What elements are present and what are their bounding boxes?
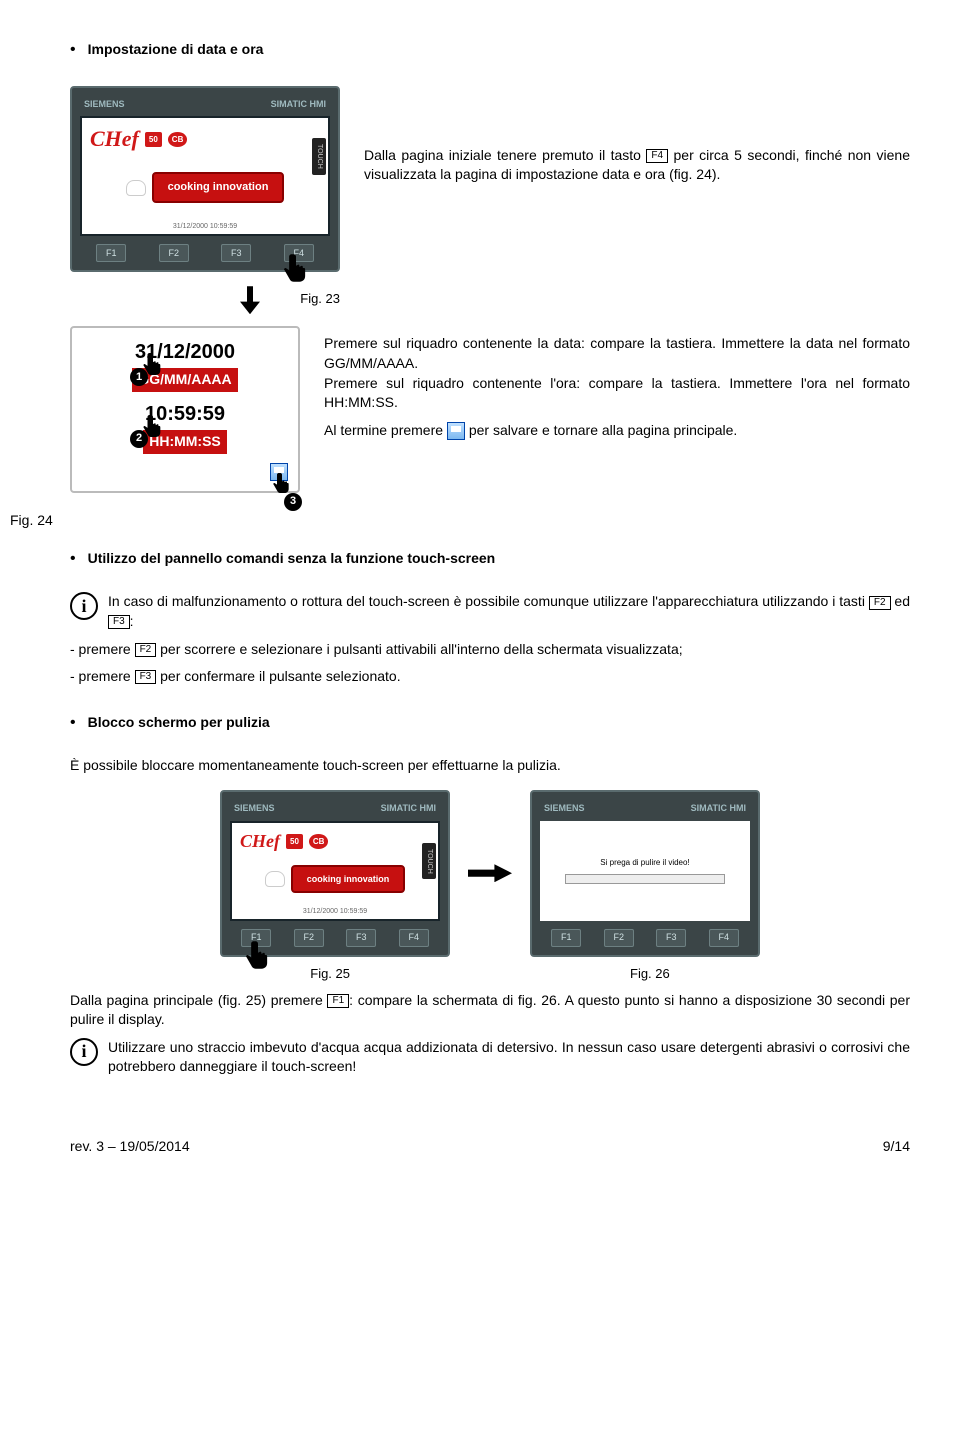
- footer-rev: rev. 3 – 19/05/2014: [70, 1137, 190, 1157]
- info-para-2: i Utilizzare uno straccio imbevuto d'acq…: [70, 1038, 910, 1077]
- chef-logo: CHef: [90, 124, 139, 155]
- fkey-f3[interactable]: F3: [656, 929, 686, 947]
- date-box[interactable]: 31/12/2000 GG/MM/AAAA 1: [82, 338, 288, 392]
- para-1a: Dalla pagina iniziale tenere premuto il …: [364, 147, 646, 163]
- para-4mid: ed: [891, 593, 910, 609]
- fkey-f4[interactable]: F4: [709, 929, 739, 947]
- info-para-1: i In caso di malfunzionamento o rottura …: [70, 592, 910, 631]
- para-5b: per scorrere e selezionare i pulsanti at…: [156, 641, 682, 657]
- para-1: Dalla pagina iniziale tenere premuto il …: [364, 86, 910, 185]
- para-6a: - premere: [70, 668, 135, 684]
- badge-50: 50: [145, 132, 162, 147]
- para-5a: - premere: [70, 641, 135, 657]
- f4-keycap: F4: [646, 149, 668, 163]
- simatic-label: SIMATIC HMI: [271, 98, 326, 111]
- time-value: 10:59:59: [82, 400, 288, 428]
- fkey-f1[interactable]: F1: [551, 929, 581, 947]
- fkey-f4[interactable]: F4: [399, 929, 429, 947]
- arrow-right-icon: [468, 864, 512, 882]
- fkey-f2[interactable]: F2: [159, 244, 189, 262]
- hand-icon: [142, 348, 164, 380]
- clean-progress-bar: [565, 874, 725, 884]
- para-3b: per salvare e tornare alla pagina princi…: [465, 422, 737, 438]
- para-8: Dalla pagina principale (fig. 25) premer…: [70, 991, 910, 1030]
- fig23-label: Fig. 23: [70, 290, 340, 308]
- siemens-label: SIEMENS: [84, 98, 125, 111]
- section-1-title: Impostazione di data e ora: [88, 40, 264, 60]
- fkey-f2[interactable]: F2: [604, 929, 634, 947]
- para-4b: :: [130, 613, 134, 629]
- hand-icon: [282, 252, 310, 284]
- siemens-label: SIEMENS: [544, 802, 585, 815]
- siemens-label: SIEMENS: [234, 802, 275, 815]
- hmi-panel-fig25: SIEMENS SIMATIC HMI CHef 50 CB cooking i…: [220, 790, 450, 957]
- fig26-label: Fig. 26: [630, 965, 670, 983]
- para-8a: Dalla pagina principale (fig. 25) premer…: [70, 992, 327, 1008]
- page-footer: rev. 3 – 19/05/2014 9/14: [70, 1137, 910, 1157]
- fkey-f3[interactable]: F3: [346, 929, 376, 947]
- touch-label: TOUCH: [312, 138, 326, 175]
- badge-cb: CB: [168, 132, 188, 147]
- para-9: Utilizzare uno straccio imbevuto d'acqua…: [108, 1038, 910, 1077]
- hmi-timestamp: 31/12/2000 10:59:59: [232, 907, 438, 919]
- f3-keycap: F3: [108, 615, 130, 629]
- hmi-panel-fig23: SIEMENS SIMATIC HMI CHef 50 CB cooking i…: [70, 86, 340, 273]
- footer-page: 9/14: [883, 1137, 910, 1157]
- save-icon-inline: [447, 422, 465, 440]
- hmi-timestamp: 31/12/2000 10:59:59: [82, 222, 328, 234]
- fkey-f3[interactable]: F3: [221, 244, 251, 262]
- time-box[interactable]: 10:59:59 HH:MM:SS 2: [82, 400, 288, 454]
- fig24-wrap: 31/12/2000 GG/MM/AAAA 1 10:59:59 HH:MM:S…: [70, 326, 300, 530]
- date-value: 31/12/2000: [82, 338, 288, 366]
- clean-message: Si prega di pulire il video!: [600, 857, 689, 868]
- hand-icon: [142, 410, 164, 442]
- badge-50: 50: [286, 834, 303, 849]
- para-7: È possibile bloccare momentaneamente tou…: [70, 756, 910, 776]
- touch-label: TOUCH: [422, 843, 436, 880]
- badge-cb: CB: [309, 834, 329, 849]
- para-6b: per confermare il pulsante selezionato.: [156, 668, 400, 684]
- para-6: - premere F3 per confermare il pulsante …: [70, 667, 910, 687]
- chef-hat-icon: [126, 180, 146, 196]
- callout-3: 3: [284, 493, 302, 511]
- fig24-label: Fig. 24: [10, 511, 300, 531]
- hmi-panel-fig26: SIEMENS SIMATIC HMI Si prega di pulire i…: [530, 790, 760, 957]
- chef-hat-icon: [265, 871, 285, 887]
- para-3: Al termine premere per salvare e tornare…: [324, 421, 910, 441]
- clean-screen: Si prega di pulire il video!: [540, 821, 750, 921]
- f1-keycap: F1: [327, 994, 349, 1008]
- chef-logo: CHef: [240, 829, 280, 854]
- para-5: - premere F2 per scorrere e selezionare …: [70, 640, 910, 660]
- fig23-wrap: SIEMENS SIMATIC HMI CHef 50 CB cooking i…: [70, 86, 340, 309]
- info-icon: i: [70, 1038, 98, 1066]
- fkey-f1[interactable]: F1: [96, 244, 126, 262]
- section-3-title: Blocco schermo per pulizia: [88, 713, 270, 733]
- fkey-f2[interactable]: F2: [294, 929, 324, 947]
- simatic-label: SIMATIC HMI: [381, 802, 436, 815]
- hmi-screen: CHef 50 CB cooking innovation TOUCH 31/1…: [80, 116, 330, 236]
- hand-icon: [244, 939, 272, 971]
- f2-keycap: F2: [869, 596, 891, 610]
- fig25-label: Fig. 25: [310, 965, 350, 983]
- info-icon: i: [70, 592, 98, 620]
- para-2: Premere sul riquadro contenente la data:…: [324, 334, 910, 412]
- f2-keycap-2: F2: [135, 643, 157, 657]
- f3-keycap-2: F3: [135, 670, 157, 684]
- section-2-title: Utilizzo del pannello comandi senza la f…: [88, 549, 496, 569]
- cooking-button[interactable]: cooking innovation: [291, 865, 406, 894]
- para-4a: In caso di malfunzionamento o rottura de…: [108, 593, 869, 609]
- simatic-label: SIMATIC HMI: [691, 802, 746, 815]
- para-3a: Al termine premere: [324, 422, 447, 438]
- cooking-button[interactable]: cooking innovation: [152, 172, 285, 203]
